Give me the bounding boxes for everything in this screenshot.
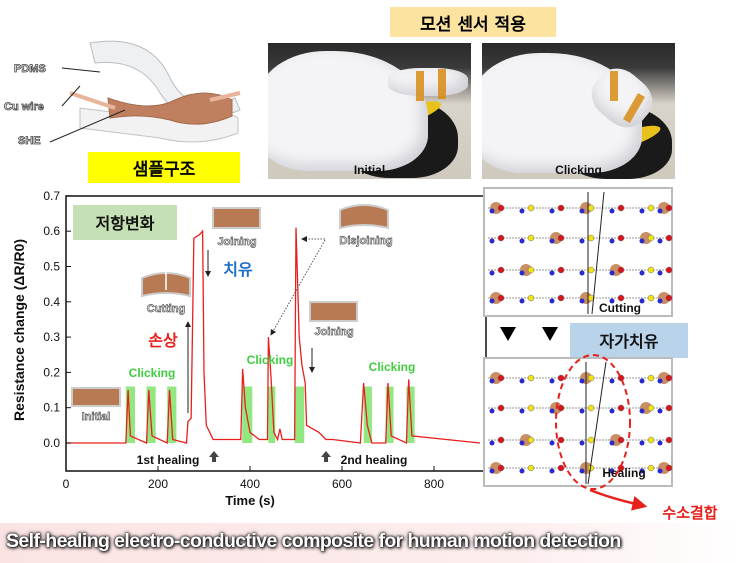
motion-sensor-label: 모션 센서 적용 xyxy=(390,7,556,37)
annotation-heal: 치유 xyxy=(223,260,253,279)
x-tick-label: 0 xyxy=(63,477,70,491)
banner-title: Self-healing electro-conductive composit… xyxy=(6,530,621,552)
y-tick-label: 0.5 xyxy=(43,260,60,274)
hydrogen-bond-highlight xyxy=(555,354,631,490)
x-axis-label: Time (s) xyxy=(225,493,275,508)
sample-structure-illustration: PDMS Cu wire SHE xyxy=(4,40,241,147)
down-triangle-icon xyxy=(500,327,516,341)
annotation-clicking-1: Clicking xyxy=(129,366,176,380)
disjoining-sample-icon xyxy=(339,204,389,230)
joining-sample-icon-2 xyxy=(309,301,358,322)
clicking-band xyxy=(167,386,177,443)
clicking-band xyxy=(125,386,135,443)
photo-clicking: Clicking xyxy=(482,43,675,179)
photo-initial: Initial xyxy=(268,43,471,179)
y-axis-label: Resistance change (ΔR/R0) xyxy=(11,239,27,421)
down-triangle-icon xyxy=(542,327,558,341)
joining-sample-icon-1 xyxy=(212,207,261,229)
annotation-2nd-healing: 2nd healing xyxy=(341,453,408,467)
y-tick-label: 0.6 xyxy=(43,224,60,238)
photo-caption-clicking: Clicking xyxy=(555,163,602,177)
annotation-clicking-3: Clicking xyxy=(369,360,416,374)
sample-structure-label: 샘플구조 xyxy=(88,152,240,183)
y-tick-label: 0.3 xyxy=(43,330,60,344)
up-arrow-icon xyxy=(209,451,219,462)
clicking-band xyxy=(363,386,372,443)
clicking-band xyxy=(268,386,276,443)
self-healing-box xyxy=(570,323,688,358)
annotation-cutting: Cutting xyxy=(147,303,185,315)
annotation-clicking-2: Clicking xyxy=(247,353,294,367)
title-box-label: 저항변화 xyxy=(96,214,155,233)
photo-caption-initial: Initial xyxy=(353,163,386,177)
hydrogen-bond-label: 수소결합 xyxy=(662,504,717,522)
annotation-joining-1: Joining xyxy=(217,236,256,248)
healing-label: Healing xyxy=(602,466,645,480)
x-tick-label: 200 xyxy=(148,477,168,491)
initial-sample-icon xyxy=(71,387,121,407)
layer-label-cu-wire: Cu wire xyxy=(4,101,44,113)
title-banner: Self-healing electro-conductive composit… xyxy=(0,523,740,563)
plot-frame xyxy=(65,195,487,472)
y-tick-label: 0.1 xyxy=(43,401,60,415)
clicking-band xyxy=(294,386,305,443)
annotation-1st-healing: 1st healing xyxy=(137,453,200,467)
y-tick-label: 0.7 xyxy=(43,189,60,203)
title-box xyxy=(73,205,177,240)
up-arrow-icon xyxy=(321,451,331,462)
annotation-disjoining: Disjoining xyxy=(339,235,392,247)
y-tick-label: 0.0 xyxy=(43,436,60,450)
cutting-label: Cutting xyxy=(599,301,641,315)
layer-label-she: SHE xyxy=(18,135,41,147)
network-schematic-cutting xyxy=(483,187,673,317)
series-line xyxy=(66,227,481,445)
x-tick-label: 600 xyxy=(332,477,352,491)
hydrogen-bond-arrow xyxy=(589,488,648,511)
annotation-initial: Initial xyxy=(82,411,111,423)
x-tick-label: 800 xyxy=(424,477,444,491)
annotation-joining-2: Joining xyxy=(314,326,353,338)
y-tick-label: 0.2 xyxy=(43,365,60,379)
annotation-damage: 손상 xyxy=(148,331,178,350)
layer-label-pdms: PDMS xyxy=(14,63,46,75)
self-healing-label: 자가치유 xyxy=(600,332,659,351)
y-tick-label: 0.4 xyxy=(43,295,60,309)
resistance-chart: 0.0 0.1 0.2 0.3 0.4 0.5 0.6 0.7 0 200 400 600 800 T… xyxy=(11,187,718,522)
x-tick-label: 400 xyxy=(240,477,260,491)
